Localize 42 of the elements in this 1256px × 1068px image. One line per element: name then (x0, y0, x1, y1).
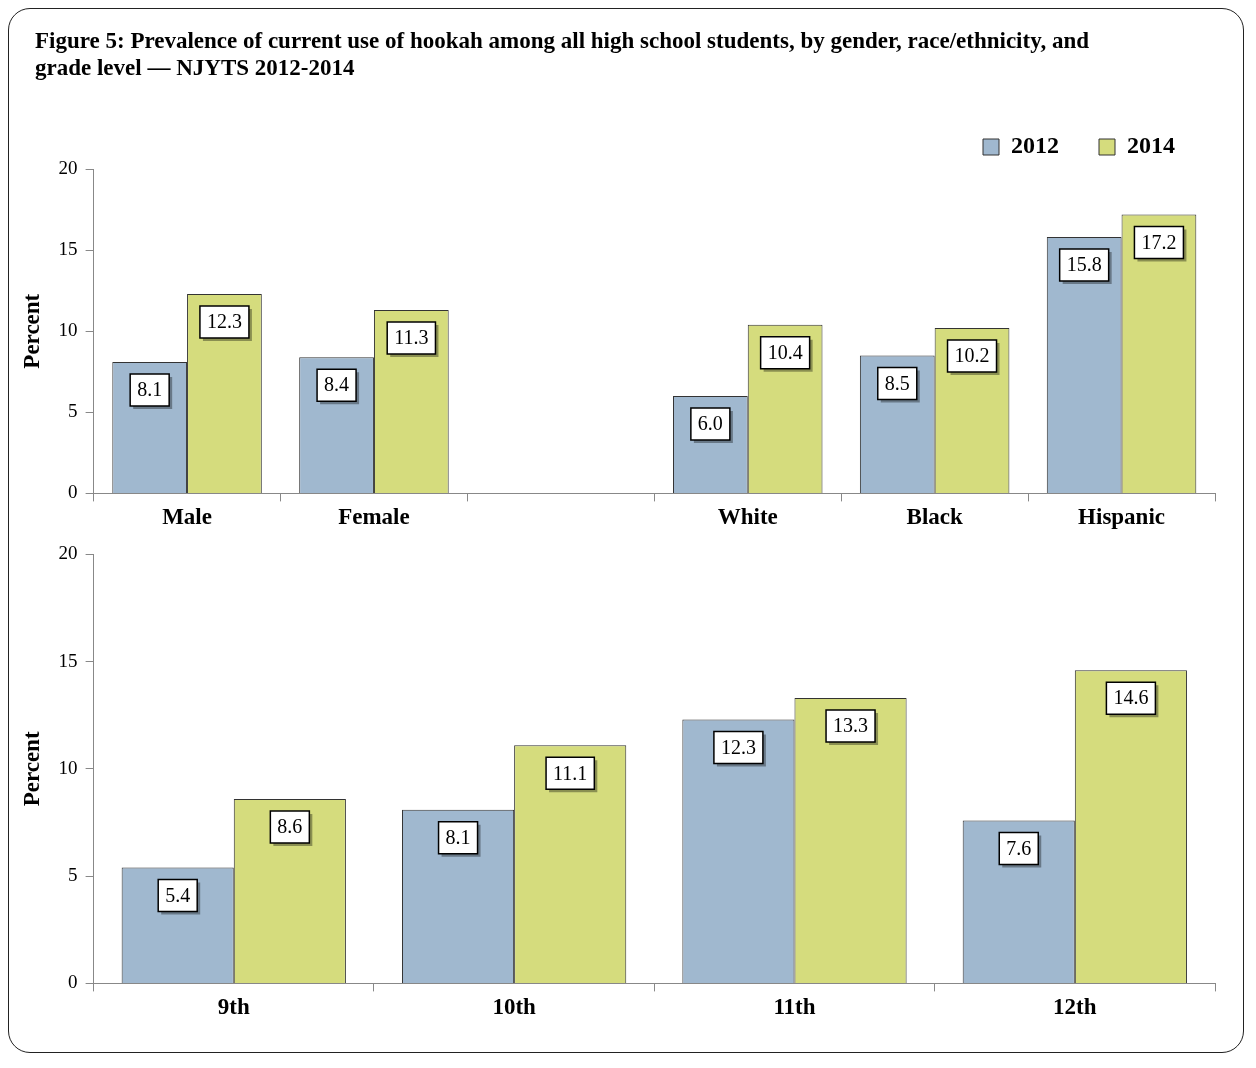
data-label: 12.3 (206, 310, 242, 333)
y-tick-label: 0 (68, 481, 78, 503)
data-label: 8.4 (324, 373, 350, 396)
data-label: 7.6 (1006, 836, 1032, 859)
x-tick-label: 9th (217, 994, 250, 1020)
data-label: 14.6 (1113, 686, 1149, 709)
data-label: 10.2 (954, 344, 990, 367)
x-tick-label: 11th (773, 994, 816, 1020)
y-tick-label: 10 (58, 756, 78, 778)
y-tick-label: 5 (68, 400, 78, 422)
data-label: 5.4 (165, 883, 191, 906)
data-label: 8.6 (277, 815, 303, 838)
data-label: 11.1 (553, 761, 588, 784)
data-label: 17.2 (1141, 230, 1177, 253)
data-label: 6.0 (697, 412, 723, 435)
x-tick-label: 10th (492, 994, 537, 1020)
x-tick-label: White (717, 504, 778, 530)
legend-label: 2012 (1011, 132, 1059, 159)
data-label: 8.1 (137, 378, 163, 401)
y-tick-label: 0 (68, 971, 78, 993)
data-label: 11.3 (394, 326, 429, 349)
y-axis-title: Percent (18, 293, 44, 369)
x-tick-label: Black (906, 504, 963, 530)
x-tick-label: Male (162, 504, 212, 530)
data-label: 8.1 (445, 825, 471, 848)
data-label: 13.3 (833, 714, 869, 737)
y-tick-label: 20 (58, 542, 78, 564)
x-tick-label: Hispanic (1078, 504, 1166, 530)
y-tick-label: 15 (58, 649, 78, 671)
data-label: 15.8 (1066, 253, 1102, 276)
y-tick-label: 20 (58, 156, 78, 178)
y-tick-label: 10 (58, 319, 78, 341)
x-tick-label: 12th (1053, 994, 1097, 1020)
chart-title: Figure 5: Prevalence of current use of hookah among all high school students, by gender, race/ethnicity, and grade level — NJYTS 2012-2014 (34, 27, 1090, 82)
x-tick-label: Female (338, 504, 410, 530)
data-label: 10.4 (767, 340, 803, 363)
data-label: 12.3 (720, 735, 756, 758)
legend-label: 2014 (1127, 132, 1175, 159)
y-tick-label: 5 (68, 864, 78, 886)
y-tick-label: 15 (58, 238, 78, 260)
data-label: 8.5 (884, 371, 910, 394)
y-axis-title: Percent (18, 731, 44, 807)
